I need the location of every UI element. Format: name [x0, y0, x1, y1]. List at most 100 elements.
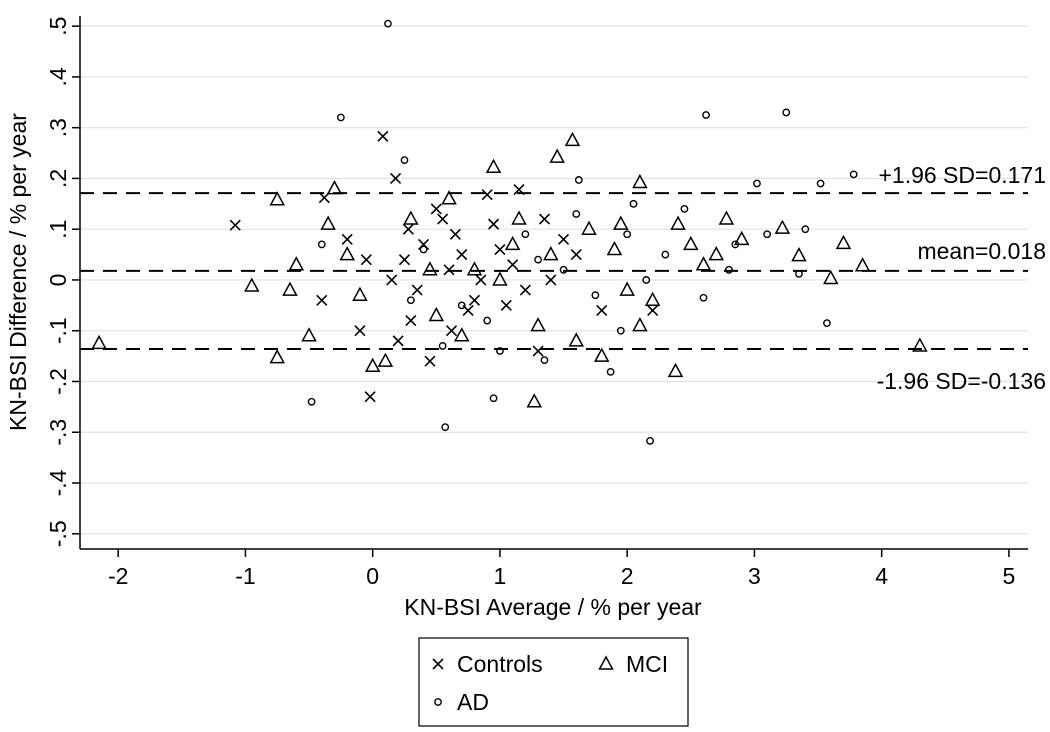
point-mci [733, 230, 750, 246]
point-ad [606, 367, 615, 376]
point-controls [424, 355, 436, 367]
legend-box [418, 637, 689, 727]
point-mci [581, 220, 597, 235]
point-ad [400, 156, 409, 165]
point-controls [475, 274, 487, 286]
point-ad [616, 326, 625, 335]
point-controls [341, 233, 353, 245]
point-mci [632, 173, 648, 189]
point-controls [354, 325, 366, 337]
point-mci [422, 261, 438, 276]
ref-label-upper-limit: +1.96 SD=0.171 [878, 162, 1046, 188]
legend-item-ad: AD [434, 689, 489, 715]
point-ad [646, 436, 654, 445]
point-controls [364, 391, 376, 403]
point-controls [494, 243, 506, 256]
x-ticks: -2 -1 0 1 2 3 4 5 [108, 549, 1015, 589]
point-controls [487, 218, 500, 230]
point-ad [406, 296, 415, 305]
point-controls [318, 192, 330, 204]
point-controls [519, 284, 531, 296]
point-mci [403, 210, 419, 225]
y-tick-label: .2 [45, 169, 71, 188]
point-ad [642, 276, 651, 284]
point-controls [360, 254, 372, 266]
point-ad [801, 225, 810, 234]
point-mci [564, 131, 581, 147]
point-controls [392, 335, 404, 347]
point-controls [402, 223, 414, 235]
point-mci [269, 191, 285, 206]
point-ad [438, 342, 447, 350]
point-ad [457, 301, 466, 310]
ref-label-mean: mean=0.018 [917, 238, 1046, 264]
point-ad [441, 423, 450, 432]
point-ad [702, 111, 710, 119]
point-controls [538, 213, 551, 225]
point-ad [849, 170, 858, 179]
point-ad [661, 250, 670, 259]
point-controls [513, 184, 525, 196]
legend-marker-triangle [598, 655, 614, 670]
x-tick-label: -1 [235, 563, 255, 589]
y-axis-title: KN-BSI Difference / % per year [5, 113, 31, 431]
point-ad [591, 291, 600, 300]
point-mci [683, 235, 699, 251]
point-controls [316, 294, 328, 306]
point-controls [229, 219, 241, 231]
point-mci [466, 261, 483, 276]
point-controls [481, 189, 493, 201]
legend-symbol-x [432, 658, 444, 670]
point-mci [774, 219, 791, 234]
point-controls [437, 213, 449, 225]
point-controls [449, 228, 461, 240]
point-controls [443, 264, 455, 276]
point-controls [468, 294, 481, 306]
legend-marker-x [432, 658, 444, 670]
reference-lines [80, 192, 1028, 350]
point-ad [317, 240, 326, 249]
point-mci [606, 240, 623, 256]
point-mci [718, 210, 735, 225]
point-mci [511, 210, 527, 225]
point-mci [632, 317, 648, 332]
point-ad [419, 245, 428, 254]
point-ad [384, 19, 392, 28]
point-controls [411, 284, 423, 296]
point-ad [763, 230, 772, 239]
point-mci [428, 306, 445, 322]
point-mci [593, 347, 610, 362]
point-ad [496, 347, 504, 355]
point-ad [816, 179, 825, 188]
point-mci [644, 291, 661, 307]
point-controls [430, 203, 442, 215]
point-ad [307, 397, 316, 406]
point-mci [670, 215, 686, 230]
point-controls [405, 315, 417, 327]
point-mci [91, 334, 107, 350]
y-tick-label: .3 [45, 118, 71, 137]
x-tick-label: 2 [621, 563, 634, 589]
point-mci [549, 148, 565, 163]
point-ad [534, 255, 542, 264]
gridlines [80, 25, 1028, 535]
point-mci [791, 247, 807, 262]
point-controls [386, 274, 398, 286]
legend-symbol-triangle [598, 655, 614, 670]
point-ad [731, 240, 740, 249]
data-points [91, 19, 928, 445]
point-controls [500, 299, 512, 311]
point-ad [629, 199, 638, 208]
y-tick-label: .4 [45, 67, 71, 86]
point-mci [282, 281, 298, 296]
legend-item-mci: MCI [598, 651, 668, 677]
point-mci [326, 180, 343, 195]
point-ad [336, 113, 345, 122]
legend-label-mci: MCI [626, 651, 668, 677]
legend-marker-circle [434, 698, 442, 706]
point-mci [530, 317, 546, 332]
point-mci [667, 362, 684, 378]
point-ad [540, 356, 549, 365]
